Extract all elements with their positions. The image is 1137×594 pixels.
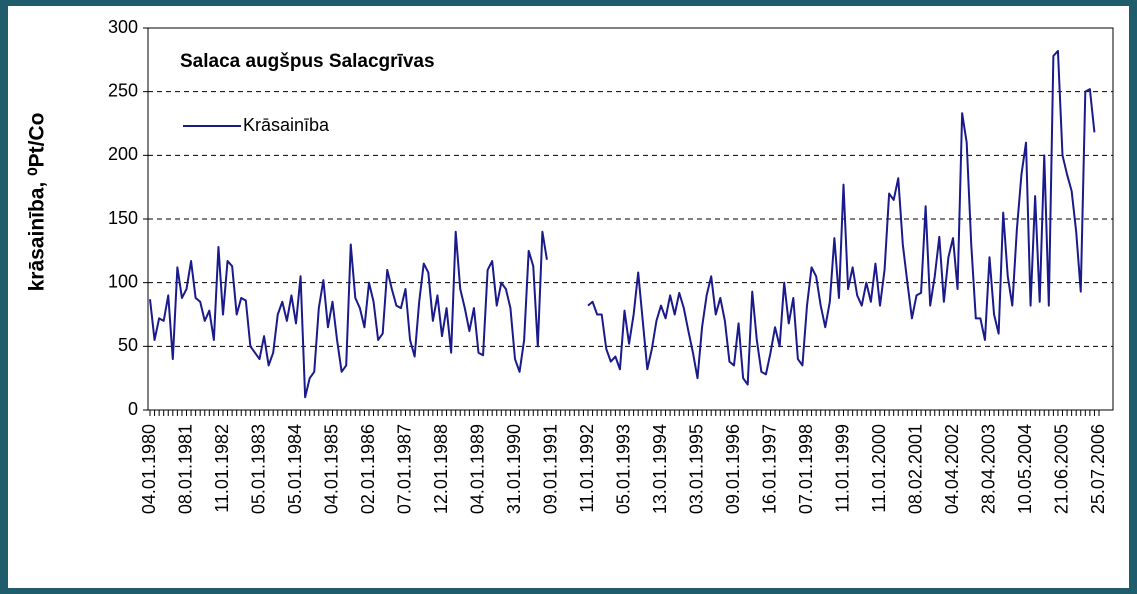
y-tick-label: 0 — [128, 399, 138, 419]
x-tick-label: 21.06.2005 — [1051, 424, 1071, 514]
x-tick-label: 07.01.1987 — [394, 424, 414, 514]
x-tick-label: 09.01.1996 — [723, 424, 743, 514]
y-tick-label: 250 — [108, 80, 138, 100]
y-axis-label: krāsainība, ⁰Pt/Co — [26, 113, 49, 292]
x-tick-label: 08.01.1981 — [175, 424, 195, 514]
legend-label: Krāsainība — [243, 115, 330, 135]
x-tick-label: 13.01.1994 — [650, 424, 670, 514]
x-tick-label: 04.04.2002 — [942, 424, 962, 514]
y-tick-label: 300 — [108, 17, 138, 37]
x-tick-label: 05.01.1984 — [285, 424, 305, 514]
x-tick-label: 11.01.1992 — [577, 424, 597, 513]
x-tick-label: 25.07.2006 — [1088, 424, 1108, 514]
x-tick-label: 05.01.1983 — [248, 424, 268, 514]
x-tick-label: 02.01.1986 — [358, 424, 378, 514]
x-tick-label: 16.01.1997 — [759, 424, 779, 514]
y-tick-label: 150 — [108, 208, 138, 228]
x-tick-label: 09.01.1991 — [540, 424, 560, 514]
y-tick-label: 100 — [108, 271, 138, 291]
chart: Salaca augšpus Salacgrīvas krāsainība, ⁰… — [8, 6, 1129, 588]
chart-title: Salaca augšpus Salacgrīvas — [180, 51, 435, 72]
y-tick-label: 200 — [108, 144, 138, 164]
x-tick-label: 05.01.1993 — [613, 424, 633, 514]
x-tick-label: 31.01.1990 — [504, 424, 524, 514]
x-tick-label: 04.01.1980 — [139, 424, 159, 514]
x-tick-label: 08.02.2001 — [905, 424, 925, 514]
x-tick-label: 04.01.1985 — [321, 424, 341, 514]
x-tick-label: 28.04.2003 — [978, 424, 998, 514]
x-tick-label: 10.05.2004 — [1015, 424, 1035, 514]
x-tick-label: 03.01.1995 — [686, 424, 706, 514]
data-line — [149, 49, 1096, 399]
y-tick-label: 50 — [118, 335, 138, 355]
x-tick-label: 11.01.2000 — [869, 424, 889, 513]
x-tick-label: 12.01.1988 — [431, 424, 451, 514]
x-tick-label: 07.01.1998 — [796, 424, 816, 514]
x-tick-label: 04.01.1989 — [467, 424, 487, 514]
x-tick-label: 11.01.1999 — [832, 424, 852, 513]
x-tick-label: 11.01.1982 — [212, 424, 232, 513]
